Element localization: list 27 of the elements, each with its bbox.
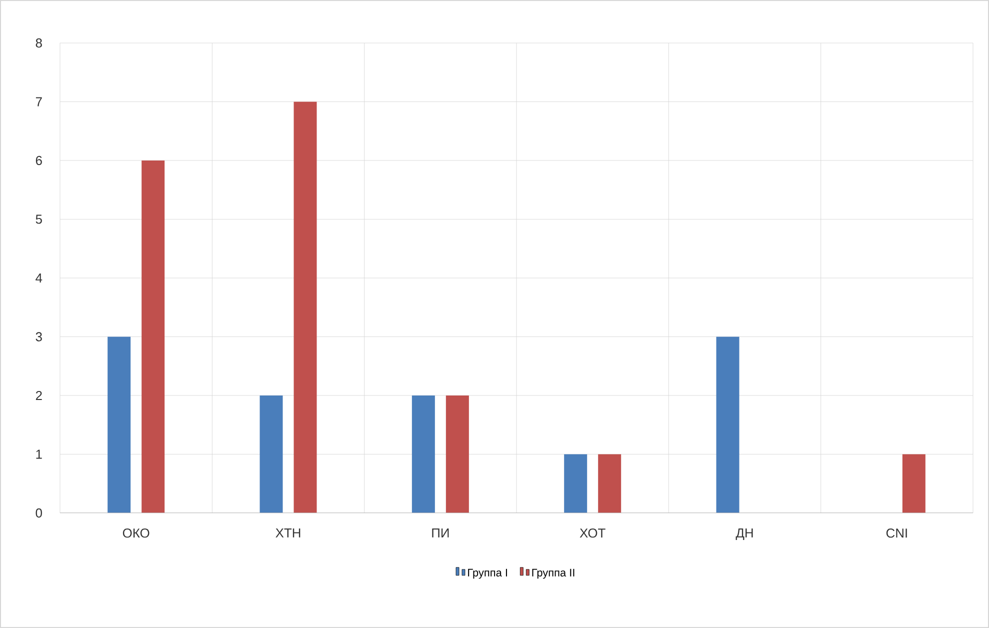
bar — [716, 336, 740, 513]
y-tick-label: 7 — [36, 97, 42, 106]
legend-label: Группа I — [468, 568, 507, 579]
bar — [564, 454, 588, 513]
y-tick-label: 0 — [36, 508, 42, 518]
y-tick-label: 8 — [36, 38, 42, 48]
bar — [108, 336, 131, 513]
bar — [412, 395, 435, 513]
x-tick-label: ХОТ — [580, 528, 606, 538]
y-tick-label: 2 — [36, 390, 42, 400]
bar — [142, 160, 165, 513]
bar — [446, 395, 469, 513]
bar — [598, 454, 622, 513]
x-tick-label: ХТН — [276, 528, 300, 538]
y-tick-label: 1 — [36, 450, 42, 459]
bar — [902, 454, 926, 513]
bar — [260, 395, 283, 513]
y-tick-label: 4 — [36, 274, 42, 282]
legend-label: Группа II — [532, 568, 574, 579]
y-tick-label: 3 — [36, 332, 42, 342]
x-tick-label: ОКО — [122, 528, 150, 538]
x-tick-label: ПИ — [432, 528, 449, 538]
x-tick-label: CNI — [886, 528, 907, 538]
y-tick-label: 5 — [36, 214, 42, 224]
bar — [294, 102, 317, 513]
y-tick-label: 6 — [36, 156, 42, 166]
x-tick-label: ДН — [736, 528, 753, 540]
